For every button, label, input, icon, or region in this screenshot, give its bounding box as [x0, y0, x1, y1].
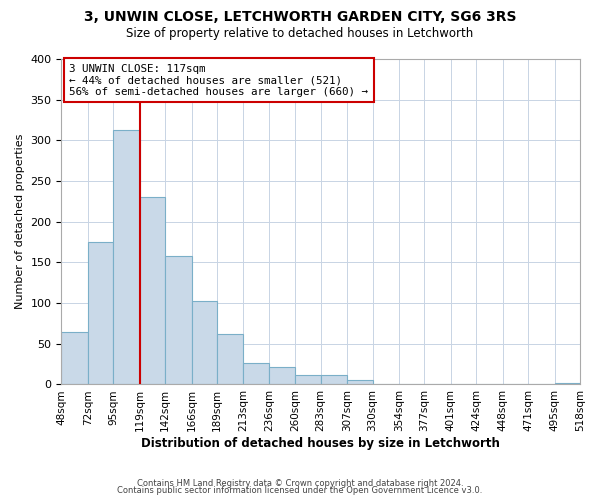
Bar	[191, 300, 217, 384]
Y-axis label: Number of detached properties: Number of detached properties	[15, 134, 25, 310]
Text: Contains public sector information licensed under the Open Government Licence v3: Contains public sector information licen…	[118, 486, 482, 495]
Bar	[140, 198, 165, 384]
Bar	[61, 332, 88, 384]
Bar	[554, 383, 580, 384]
Bar	[88, 242, 113, 384]
Bar	[217, 334, 244, 384]
X-axis label: Distribution of detached houses by size in Letchworth: Distribution of detached houses by size …	[141, 437, 500, 450]
Bar	[321, 374, 347, 384]
Bar	[113, 130, 140, 384]
Text: 3 UNWIN CLOSE: 117sqm
← 44% of detached houses are smaller (521)
56% of semi-det: 3 UNWIN CLOSE: 117sqm ← 44% of detached …	[69, 64, 368, 97]
Bar	[165, 256, 191, 384]
Bar	[244, 364, 269, 384]
Text: 3, UNWIN CLOSE, LETCHWORTH GARDEN CITY, SG6 3RS: 3, UNWIN CLOSE, LETCHWORTH GARDEN CITY, …	[84, 10, 516, 24]
Bar	[269, 366, 295, 384]
Bar	[347, 380, 373, 384]
Bar	[295, 374, 321, 384]
Text: Contains HM Land Registry data © Crown copyright and database right 2024.: Contains HM Land Registry data © Crown c…	[137, 478, 463, 488]
Text: Size of property relative to detached houses in Letchworth: Size of property relative to detached ho…	[127, 28, 473, 40]
